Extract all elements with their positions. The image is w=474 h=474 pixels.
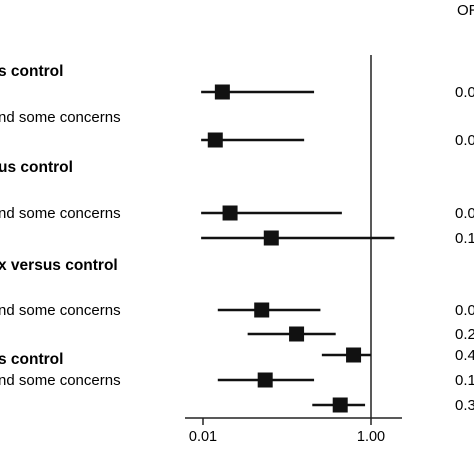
group-label: s control bbox=[0, 351, 63, 368]
row-label: nd some concerns bbox=[0, 372, 121, 389]
estimate-marker bbox=[214, 84, 230, 100]
row-label: nd some concerns bbox=[0, 205, 121, 222]
estimate-marker bbox=[332, 397, 348, 413]
group-label: x versus control bbox=[0, 257, 118, 274]
row-label: nd some concerns bbox=[0, 109, 121, 126]
row-value: 0.1 bbox=[455, 372, 474, 389]
row-value: 0.0 bbox=[455, 302, 474, 319]
row-value: 0.0 bbox=[455, 205, 474, 222]
row-value: 0.1 bbox=[455, 230, 474, 247]
estimate-marker bbox=[263, 230, 279, 246]
x-tick-label: 0.01 bbox=[189, 429, 217, 445]
estimate-marker bbox=[346, 347, 362, 363]
row-value: 0.0 bbox=[455, 132, 474, 149]
x-tick-label: 1.00 bbox=[357, 429, 385, 445]
estimate-marker bbox=[257, 372, 273, 388]
row-value: 0.0 bbox=[455, 84, 474, 101]
estimate-marker bbox=[222, 205, 238, 221]
group-label: us control bbox=[0, 159, 73, 176]
row-value: 0.4 bbox=[455, 347, 474, 364]
row-value: 0.3 bbox=[455, 397, 474, 414]
row-label: nd some concerns bbox=[0, 302, 121, 319]
estimate-marker bbox=[207, 132, 223, 148]
group-label: s control bbox=[0, 63, 63, 80]
column-header: OR bbox=[457, 2, 474, 19]
estimate-marker bbox=[254, 302, 270, 318]
estimate-marker bbox=[289, 326, 305, 342]
row-value: 0.2 bbox=[455, 326, 474, 343]
